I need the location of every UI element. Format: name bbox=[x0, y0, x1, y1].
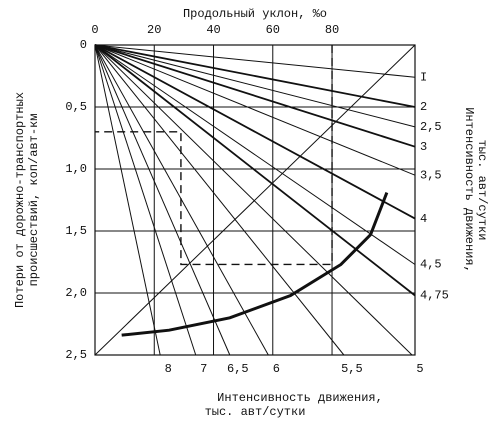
ray-line bbox=[94, 44, 416, 128]
y-tick-label: 0 bbox=[80, 38, 87, 52]
ray-line bbox=[94, 44, 416, 297]
x-tick-label: 20 bbox=[147, 23, 161, 37]
ray-line bbox=[94, 44, 416, 220]
right-scale-label: 4,5 bbox=[420, 258, 442, 272]
ray-line bbox=[94, 44, 197, 356]
ray-line bbox=[94, 44, 416, 108]
bottom-axis-label: тыс. авт/сутки bbox=[205, 405, 306, 419]
bottom-axis-label: Интенсивность движения, bbox=[217, 391, 383, 405]
y-tick-label: 1,0 bbox=[65, 162, 87, 176]
bottom-scale-label: 6,5 bbox=[227, 362, 249, 376]
x-tick-label: 40 bbox=[206, 23, 220, 37]
ray-line bbox=[94, 44, 416, 176]
curve bbox=[121, 192, 389, 337]
y-tick-label: 2,5 bbox=[65, 348, 87, 362]
y-tick-label: 0,5 bbox=[65, 100, 87, 114]
y-axis-label: происшествий, коп/авт-км bbox=[27, 114, 41, 287]
bottom-scale-label: 7 bbox=[200, 362, 207, 376]
right-scale-label: 2 bbox=[420, 100, 427, 114]
bottom-scale-label: 8 bbox=[165, 362, 172, 376]
ray-line bbox=[94, 44, 413, 356]
right-scale-label: 4 bbox=[420, 212, 427, 226]
ray-line bbox=[94, 44, 269, 356]
x-tick-label: 60 bbox=[266, 23, 280, 37]
right-scale-label: 4,75 bbox=[420, 289, 449, 303]
right-scale-label: 3,5 bbox=[420, 168, 442, 182]
bottom-scale-label: 5,5 bbox=[341, 362, 363, 376]
y-tick-label: 1,5 bbox=[65, 224, 87, 238]
ray-line bbox=[94, 44, 416, 148]
x-tick-label: 80 bbox=[325, 23, 339, 37]
bottom-scale-label: 6 bbox=[273, 362, 280, 376]
y-tick-label: 2,0 bbox=[65, 286, 87, 300]
ray-line bbox=[94, 44, 345, 356]
example-path bbox=[95, 45, 333, 266]
right-scale-label: 3 bbox=[420, 140, 427, 154]
right-axis-label: Интенсивность движения, bbox=[462, 107, 476, 273]
right-axis-label: тыс. авт/сутки bbox=[475, 140, 489, 241]
ray-line bbox=[94, 44, 416, 78]
ray-line bbox=[94, 44, 416, 265]
ray-line bbox=[94, 44, 231, 356]
ray-line bbox=[94, 44, 161, 356]
right-scale-label: 2,5 bbox=[420, 120, 442, 134]
x-tick-label: 0 bbox=[91, 23, 98, 37]
bottom-scale-label: 5 bbox=[416, 362, 423, 376]
y-axis-label: Потери от дорожно-транспортных bbox=[13, 92, 27, 308]
x-axis-label: Продольный уклон, %о bbox=[183, 7, 327, 21]
right-scale-label: I bbox=[420, 70, 427, 84]
